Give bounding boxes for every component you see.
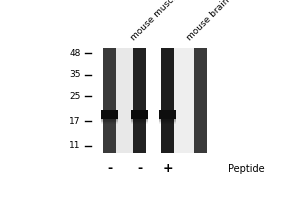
Bar <box>131 120 148 121</box>
Bar <box>159 120 176 121</box>
Bar <box>101 120 118 121</box>
Bar <box>134 48 146 153</box>
Text: Peptide: Peptide <box>228 164 265 174</box>
Bar <box>101 118 118 119</box>
Text: mouse brain: mouse brain <box>184 0 231 42</box>
Bar <box>101 110 118 119</box>
Bar <box>159 121 176 122</box>
Text: 25: 25 <box>69 92 80 101</box>
Text: -: - <box>137 162 142 175</box>
Bar <box>131 122 148 123</box>
Text: 17: 17 <box>69 117 80 126</box>
Bar <box>131 110 148 119</box>
Bar <box>101 122 118 123</box>
Text: 11: 11 <box>69 141 80 150</box>
Bar <box>159 123 176 124</box>
Bar <box>159 119 176 120</box>
Bar <box>159 118 176 119</box>
Text: 48: 48 <box>69 49 80 58</box>
Bar <box>131 118 148 119</box>
Text: mouse muscle: mouse muscle <box>129 0 182 42</box>
Bar <box>174 48 194 153</box>
Text: 35: 35 <box>69 70 80 79</box>
Bar <box>101 119 118 120</box>
Bar <box>131 119 148 120</box>
Bar <box>101 123 118 124</box>
Bar <box>103 48 116 153</box>
Text: +: + <box>162 162 173 175</box>
Bar <box>161 48 174 153</box>
Bar <box>131 121 148 122</box>
Bar <box>159 122 176 123</box>
Text: -: - <box>107 162 112 175</box>
Bar <box>101 121 118 122</box>
Bar <box>131 123 148 124</box>
Bar <box>116 48 134 153</box>
Bar <box>159 110 176 119</box>
Bar <box>194 48 207 153</box>
